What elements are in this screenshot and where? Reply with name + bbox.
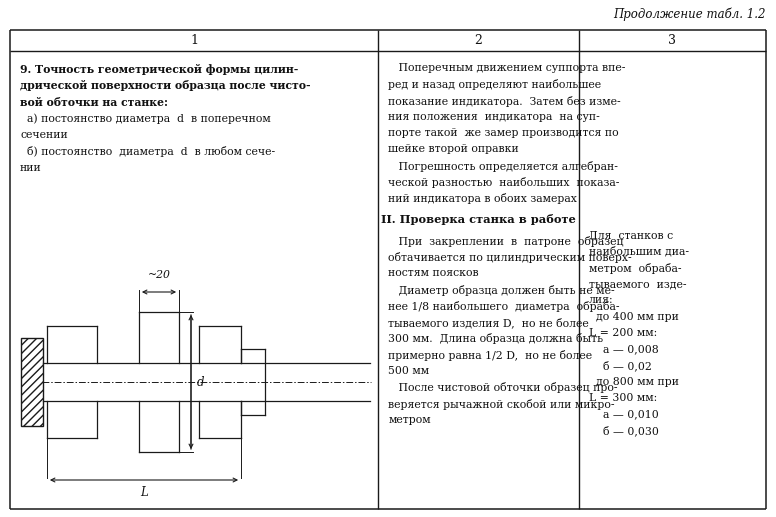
Text: нее 1/8 наибольшего  диаметра  обраба-: нее 1/8 наибольшего диаметра обраба- [388,301,620,312]
Text: а — 0,008: а — 0,008 [588,344,658,354]
Text: Поперечным движением суппорта впе-: Поперечным движением суппорта впе- [388,63,625,73]
Text: ~20: ~20 [147,270,171,280]
Text: ний индикатора в обоих замерах: ний индикатора в обоих замерах [388,193,577,204]
Text: наибольшим диа-: наибольшим диа- [588,247,688,257]
Text: порте такой  же замер производится по: порте такой же замер производится по [388,128,618,138]
Text: При  закреплении  в  патроне  образец: При закреплении в патроне образец [388,236,624,247]
Text: d: d [197,375,205,388]
Text: L: L [140,486,148,499]
Text: а — 0,010: а — 0,010 [588,409,658,419]
Text: вой обточки на станке:: вой обточки на станке: [20,97,168,108]
Text: 3: 3 [668,34,676,47]
Text: ред и назад определяют наибольшее: ред и назад определяют наибольшее [388,79,601,90]
Text: до 800 мм при: до 800 мм при [588,377,678,387]
Text: б) постоянство  диаметра  d  в любом сече-: б) постоянство диаметра d в любом сече- [20,146,275,158]
Text: тываемого изделия D,  но не более: тываемого изделия D, но не более [388,317,589,328]
Text: метром  обраба-: метром обраба- [588,263,681,273]
Text: примерно равна 1/2 D,  но не более: примерно равна 1/2 D, но не более [388,350,592,361]
Text: шейке второй оправки: шейке второй оправки [388,144,519,155]
Text: дрической поверхности образца после чисто-: дрической поверхности образца после чист… [20,81,310,92]
Text: L = 200 мм:: L = 200 мм: [588,328,656,338]
Text: тываемого  изде-: тываемого изде- [588,279,686,289]
Text: II. Проверка станка в работе: II. Проверка станка в работе [381,214,576,225]
Text: ческой разностью  наибольших  показа-: ческой разностью наибольших показа- [388,177,619,188]
Text: сечении: сечении [20,130,68,140]
Text: до 400 мм при: до 400 мм при [588,312,678,322]
Text: L = 300 мм:: L = 300 мм: [588,393,656,403]
Text: показание индикатора.  Затем без изме-: показание индикатора. Затем без изме- [388,96,621,107]
Text: 2: 2 [474,34,482,47]
Text: б — 0,02: б — 0,02 [588,360,651,371]
Text: а) постоянство диаметра  d  в поперечном: а) постоянство диаметра d в поперечном [20,114,271,124]
Text: веряется рычажной скобой или микро-: веряется рычажной скобой или микро- [388,399,615,409]
Text: лия:: лия: [588,295,613,305]
Text: обтачивается по цилиндрическим поверх-: обтачивается по цилиндрическим поверх- [388,252,632,263]
Text: 500 мм: 500 мм [388,366,429,376]
Bar [21,338,43,426]
Text: 300 мм.  Длина образца должна быть: 300 мм. Длина образца должна быть [388,333,603,344]
Text: ностям поясков: ностям поясков [388,268,479,278]
Text: Диаметр образца должен быть не ме-: Диаметр образца должен быть не ме- [388,284,615,296]
Text: Погрешность определяется алгебран-: Погрешность определяется алгебран- [388,161,618,172]
Text: 1: 1 [190,34,198,47]
Text: метром: метром [388,415,431,425]
Text: ния положения  индикатора  на суп-: ния положения индикатора на суп- [388,112,600,122]
Text: б — 0,030: б — 0,030 [588,425,658,436]
Text: 9. Точность геометрической формы цилин-: 9. Точность геометрической формы цилин- [20,64,299,75]
Text: Для  станков с: Для станков с [588,230,673,240]
Text: нии: нии [20,163,42,173]
Text: После чистовой обточки образец про-: После чистовой обточки образец про- [388,383,618,393]
Text: Продолжение табл. 1.2: Продолжение табл. 1.2 [614,8,766,22]
